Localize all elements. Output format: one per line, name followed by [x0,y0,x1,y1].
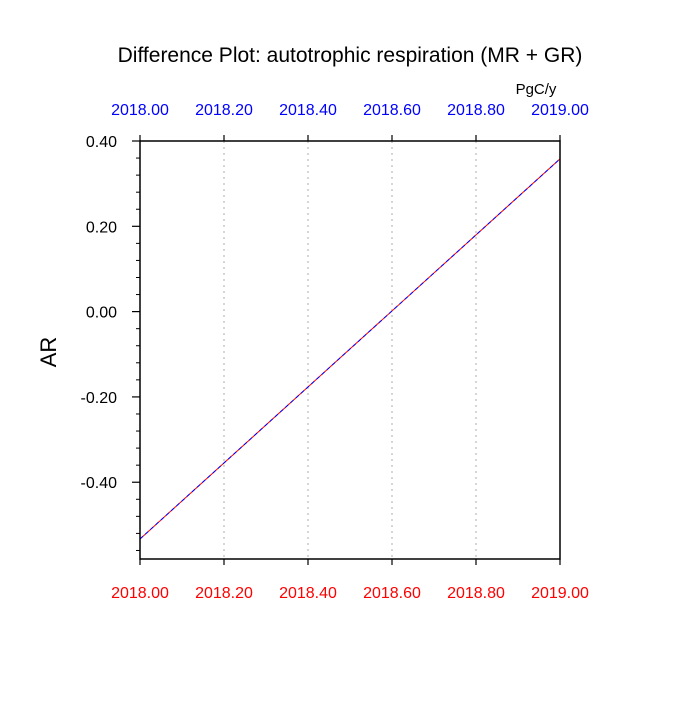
units-label: PgC/y [516,81,557,98]
x-bottom-tick-label: 2018.60 [363,585,421,602]
x-top-tick-label: 2018.80 [447,102,505,119]
x-bottom-tick-label: 2018.00 [111,585,169,602]
tick-layer [132,135,561,565]
series-line-2 [139,158,561,540]
x-top-tick-label: 2018.40 [279,102,337,119]
x-bottom-tick-label: 2018.80 [447,585,505,602]
series-layer [139,158,561,540]
y-axis-label: AR [36,337,61,368]
y-tick-label: 0.20 [86,219,117,236]
label-layer: 2018.00 2018.00 2018.20 2018.20 2018.40 2018.… [81,102,589,602]
x-bottom-tick-label: 2018.20 [195,585,253,602]
plot-frame [139,140,561,560]
chart-title: Difference Plot: autotrophic respiration… [118,44,583,67]
x-top-tick-label: 2018.00 [111,102,169,119]
x-top-tick-label: 2018.20 [195,102,253,119]
x-top-tick-label: 2018.60 [363,102,421,119]
x-bottom-tick-label: 2019.00 [531,585,589,602]
y-tick-label: -0.40 [81,475,118,492]
y-tick-label: 0.40 [86,134,117,151]
y-tick-label: -0.20 [81,390,118,407]
grid-layer [223,141,477,559]
x-bottom-tick-label: 2018.40 [279,585,337,602]
y-tick-label: 0.00 [86,305,117,322]
x-top-tick-label: 2019.00 [531,102,589,119]
